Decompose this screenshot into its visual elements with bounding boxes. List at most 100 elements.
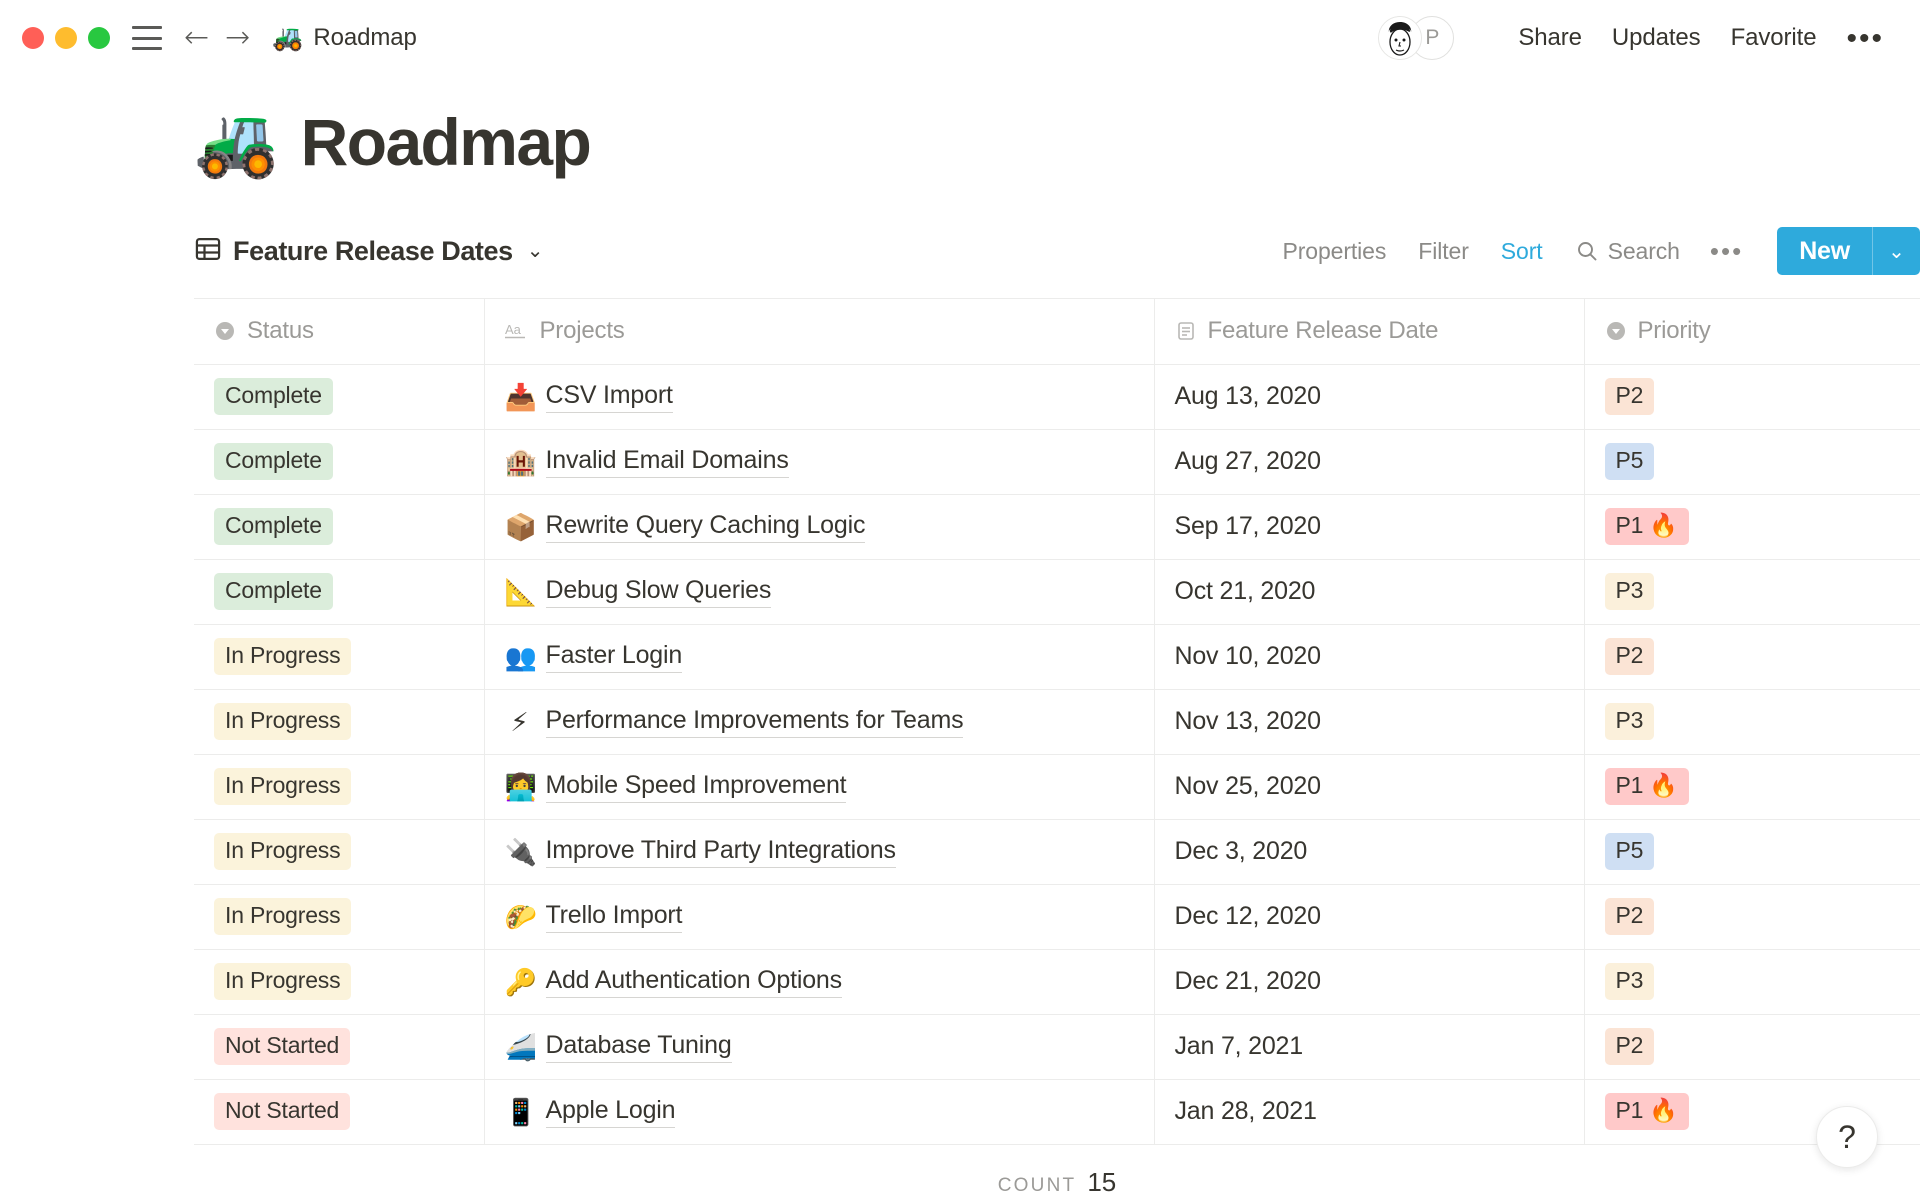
table-row[interactable]: In Progress 🌮 Trello Import Dec 12, 2020 P2 bbox=[194, 884, 1920, 950]
table-row[interactable]: In Progress ⚡ Performance Improvements for… bbox=[194, 689, 1920, 755]
window-titlebar: ← → 🚜 Roadmap P Share Updates bbox=[0, 0, 1920, 76]
cell-priority[interactable]: P5 bbox=[1584, 429, 1920, 495]
column-header-feature-release-date[interactable]: Feature Release Date bbox=[1154, 299, 1585, 365]
search-button[interactable]: Search bbox=[1575, 238, 1680, 265]
cell-priority[interactable]: P1 🔥 bbox=[1584, 754, 1920, 820]
table-row[interactable]: In Progress 🔌 Improve Third Party Integrat… bbox=[194, 819, 1920, 885]
cell-status[interactable]: In Progress bbox=[194, 819, 485, 885]
cell-priority[interactable]: P2 bbox=[1584, 1014, 1920, 1080]
cell-status[interactable]: In Progress bbox=[194, 754, 485, 820]
project-link[interactable]: Rewrite Query Caching Logic bbox=[545, 510, 865, 543]
project-link[interactable]: Faster Login bbox=[545, 640, 682, 673]
breadcrumb[interactable]: 🚜 Roadmap bbox=[272, 24, 417, 52]
window-minimize-button[interactable] bbox=[55, 27, 77, 49]
view-chevron-down-icon[interactable]: ⌄ bbox=[526, 240, 544, 262]
cell-status[interactable]: Not Started bbox=[194, 1079, 485, 1145]
cell-date[interactable]: Nov 25, 2020 bbox=[1154, 754, 1585, 820]
avatar-user-face[interactable] bbox=[1378, 16, 1423, 60]
toolbar-more-icon[interactable]: ••• bbox=[1709, 235, 1744, 266]
nav-back-icon[interactable]: ← bbox=[184, 20, 210, 55]
cell-status[interactable]: Complete bbox=[194, 364, 485, 430]
help-button[interactable]: ? bbox=[1816, 1106, 1878, 1168]
cell-date[interactable]: Dec 21, 2020 bbox=[1154, 949, 1585, 1015]
cell-date[interactable]: Dec 12, 2020 bbox=[1154, 884, 1585, 950]
cell-project[interactable]: 📐 Debug Slow Queries bbox=[484, 559, 1155, 625]
column-header-priority[interactable]: Priority bbox=[1584, 299, 1920, 365]
table-row[interactable]: Not Started 🚄 Database Tuning Jan 7, 2021 P2 bbox=[194, 1014, 1920, 1080]
cell-priority[interactable]: P3 bbox=[1584, 689, 1920, 755]
cell-status[interactable]: Complete bbox=[194, 559, 485, 625]
page-title-text[interactable]: Roadmap bbox=[300, 105, 592, 179]
cell-date[interactable]: Jan 7, 2021 bbox=[1154, 1014, 1585, 1080]
table-row[interactable]: In Progress 🔑 Add Authentication Options De… bbox=[194, 949, 1920, 1015]
cell-status[interactable]: Complete bbox=[194, 429, 485, 495]
share-button[interactable]: Share bbox=[1518, 24, 1582, 51]
table-row[interactable]: Complete 📥 CSV Import Aug 13, 2020 P2 bbox=[194, 364, 1920, 430]
page-icon-tractor-icon[interactable]: 🚜 bbox=[194, 104, 279, 180]
cell-status[interactable]: In Progress bbox=[194, 949, 485, 1015]
table-row[interactable]: In Progress 👥 Faster Login Nov 10, 2020 P2 bbox=[194, 624, 1920, 690]
project-link[interactable]: Improve Third Party Integrations bbox=[545, 835, 896, 868]
cell-status[interactable]: In Progress bbox=[194, 624, 485, 690]
column-header-status[interactable]: Status bbox=[194, 299, 485, 365]
window-close-button[interactable] bbox=[22, 27, 44, 49]
cell-priority[interactable]: P3 bbox=[1584, 559, 1920, 625]
nav-forward-icon[interactable]: → bbox=[225, 20, 251, 55]
cell-project[interactable]: ⚡ Performance Improvements for Teams bbox=[484, 689, 1155, 755]
project-link[interactable]: Apple Login bbox=[545, 1095, 676, 1128]
filter-button[interactable]: Filter bbox=[1418, 237, 1469, 264]
cell-date[interactable]: Nov 10, 2020 bbox=[1154, 624, 1585, 690]
cell-project[interactable]: 📥 CSV Import bbox=[484, 364, 1155, 430]
cell-date[interactable]: Nov 13, 2020 bbox=[1154, 689, 1585, 755]
new-button[interactable]: New bbox=[1799, 236, 1850, 265]
project-link[interactable]: Database Tuning bbox=[545, 1030, 732, 1063]
more-options-icon[interactable]: ••• bbox=[1846, 21, 1884, 55]
sort-button[interactable]: Sort bbox=[1500, 237, 1543, 264]
view-tab-feature-release-dates[interactable]: Feature Release Dates ⌄ bbox=[194, 235, 544, 268]
cell-date[interactable]: Dec 3, 2020 bbox=[1154, 819, 1585, 885]
cell-priority[interactable]: P3 bbox=[1584, 949, 1920, 1015]
cell-date[interactable]: Jan 28, 2021 bbox=[1154, 1079, 1585, 1145]
cell-priority[interactable]: P5 bbox=[1584, 819, 1920, 885]
favorite-button[interactable]: Favorite bbox=[1730, 24, 1817, 51]
cell-date[interactable]: Sep 17, 2020 bbox=[1154, 494, 1585, 560]
cell-project[interactable]: 🔌 Improve Third Party Integrations bbox=[484, 819, 1155, 885]
cell-project[interactable]: 👩‍💻 Mobile Speed Improvement bbox=[484, 754, 1155, 820]
cell-priority[interactable]: P2 bbox=[1584, 884, 1920, 950]
cell-date[interactable]: Aug 27, 2020 bbox=[1154, 429, 1585, 495]
table-row[interactable]: Complete 🏨 Invalid Email Domains Aug 27, 20… bbox=[194, 429, 1920, 495]
table-row[interactable]: Complete 📐 Debug Slow Queries Oct 21, 2020 P… bbox=[194, 559, 1920, 625]
project-link[interactable]: Add Authentication Options bbox=[545, 965, 842, 998]
new-chevron-down-icon[interactable]: ⌄ bbox=[1872, 227, 1920, 275]
table-row[interactable]: Complete 📦 Rewrite Query Caching Logic Sep … bbox=[194, 494, 1920, 560]
window-maximize-button[interactable] bbox=[88, 27, 110, 49]
project-link[interactable]: Performance Improvements for Teams bbox=[545, 705, 964, 738]
properties-button[interactable]: Properties bbox=[1282, 237, 1387, 264]
cell-project[interactable]: 🌮 Trello Import bbox=[484, 884, 1155, 950]
project-link[interactable]: Trello Import bbox=[545, 900, 682, 933]
cell-priority[interactable]: P1 🔥 bbox=[1584, 494, 1920, 560]
cell-date[interactable]: Aug 13, 2020 bbox=[1154, 364, 1585, 430]
cell-status[interactable]: Complete bbox=[194, 494, 485, 560]
cell-project[interactable]: 🔑 Add Authentication Options bbox=[484, 949, 1155, 1015]
table-row[interactable]: Not Started 📱 Apple Login Jan 28, 2021 P1 🔥 bbox=[194, 1079, 1920, 1145]
table-row[interactable]: In Progress 👩‍💻 Mobile Speed Improvement No… bbox=[194, 754, 1920, 820]
cell-status[interactable]: In Progress bbox=[194, 884, 485, 950]
updates-button[interactable]: Updates bbox=[1611, 24, 1701, 51]
cell-status[interactable]: In Progress bbox=[194, 689, 485, 755]
sidebar-toggle-icon[interactable] bbox=[132, 26, 162, 50]
column-header-projects[interactable]: Aa Projects bbox=[484, 299, 1155, 365]
cell-project[interactable]: 🚄 Database Tuning bbox=[484, 1014, 1155, 1080]
cell-priority[interactable]: P2 bbox=[1584, 624, 1920, 690]
project-link[interactable]: Debug Slow Queries bbox=[545, 575, 771, 608]
cell-priority[interactable]: P2 bbox=[1584, 364, 1920, 430]
cell-date[interactable]: Oct 21, 2020 bbox=[1154, 559, 1585, 625]
project-link[interactable]: CSV Import bbox=[545, 380, 673, 413]
project-link[interactable]: Mobile Speed Improvement bbox=[545, 770, 847, 803]
cell-project[interactable]: 👥 Faster Login bbox=[484, 624, 1155, 690]
cell-status[interactable]: Not Started bbox=[194, 1014, 485, 1080]
project-link[interactable]: Invalid Email Domains bbox=[545, 445, 789, 478]
cell-project[interactable]: 🏨 Invalid Email Domains bbox=[484, 429, 1155, 495]
cell-project[interactable]: 📦 Rewrite Query Caching Logic bbox=[484, 494, 1155, 560]
cell-project[interactable]: 📱 Apple Login bbox=[484, 1079, 1155, 1145]
